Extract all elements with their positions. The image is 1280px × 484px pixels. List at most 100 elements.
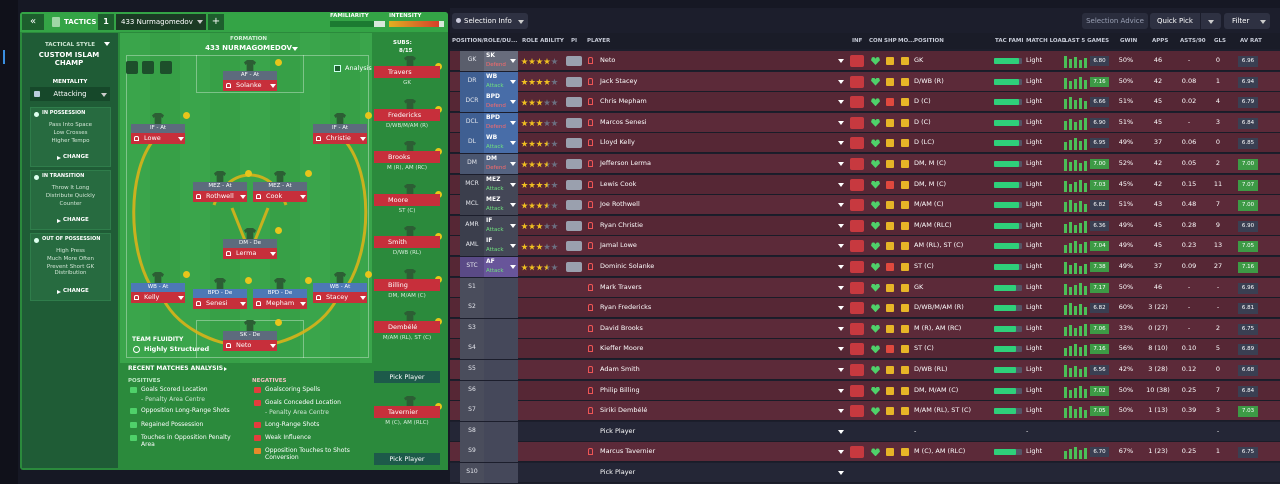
- role-name[interactable]: SK: [486, 52, 495, 59]
- pi-icon[interactable]: [566, 179, 582, 190]
- filter[interactable]: Filter: [1224, 13, 1270, 29]
- column-header[interactable]: AV RAT: [1240, 38, 1262, 44]
- pi-icon[interactable]: [566, 159, 582, 169]
- formation-name[interactable]: 433 NURMAGOMEDOV: [205, 44, 292, 52]
- pi-icon[interactable]: [566, 220, 582, 231]
- column-header[interactable]: INF: [852, 38, 863, 44]
- selection-info[interactable]: Selection Info: [452, 13, 528, 29]
- player-role[interactable]: MEZ - At: [253, 182, 307, 191]
- pitch-tool[interactable]: [160, 61, 172, 74]
- player-name[interactable]: Cook: [253, 191, 307, 202]
- column-header[interactable]: MO...: [898, 38, 915, 44]
- player-name[interactable]: Siriki Dembélé: [600, 406, 648, 415]
- pi-icon[interactable]: [566, 200, 582, 211]
- role-name[interactable]: MEZ: [486, 175, 501, 183]
- player-name[interactable]: Lloyd Kelly: [600, 138, 635, 147]
- player-name[interactable]: Pick Player: [600, 468, 636, 476]
- slot-button[interactable]: 1: [98, 14, 114, 30]
- pi-icon[interactable]: [566, 262, 582, 272]
- table-row[interactable]: [450, 380, 1280, 401]
- role-name[interactable]: BPD: [486, 113, 500, 121]
- player-name[interactable]: Jamal Lowe: [600, 241, 637, 250]
- player-name[interactable]: Ryan Fredericks: [600, 303, 652, 312]
- player-name[interactable]: Stacey: [313, 292, 367, 303]
- mentality-select[interactable]: Attacking: [30, 87, 110, 101]
- tactic-name[interactable]: 433 Nurmagomedov: [116, 14, 206, 30]
- pi-icon[interactable]: [566, 138, 582, 149]
- table-row[interactable]: [450, 318, 1280, 339]
- change-button[interactable]: CHANGE: [63, 217, 89, 223]
- player-name[interactable]: Chris Mepham: [600, 97, 647, 106]
- table-row[interactable]: [450, 401, 1280, 422]
- pitch-tool[interactable]: [126, 61, 138, 74]
- player-name[interactable]: Lewis Cook: [600, 179, 637, 188]
- player-role[interactable]: DM - De: [223, 239, 277, 248]
- table-row[interactable]: [450, 92, 1280, 113]
- player-name[interactable]: Marcos Senesi: [600, 117, 647, 126]
- table-row[interactable]: [450, 236, 1280, 257]
- player-name[interactable]: Solanke: [223, 80, 277, 91]
- player-role[interactable]: IF - At: [131, 124, 185, 133]
- column-header[interactable]: GWIN: [1120, 38, 1138, 44]
- player-name[interactable]: Dominic Solanke: [600, 262, 655, 270]
- sub-name[interactable]: Moore: [374, 194, 440, 206]
- table-row[interactable]: [450, 133, 1280, 154]
- player-role[interactable]: WB - At: [131, 283, 185, 292]
- player-name[interactable]: Adam Smith: [600, 365, 640, 373]
- column-header[interactable]: TAC FAMI: [995, 38, 1024, 44]
- player-role[interactable]: IF - At: [313, 124, 367, 133]
- table-row[interactable]: [450, 51, 1280, 71]
- player-name[interactable]: Ryan Christie: [600, 220, 644, 229]
- change-button[interactable]: CHANGE: [63, 288, 89, 294]
- player-name[interactable]: Jack Stacey: [600, 76, 638, 85]
- table-row[interactable]: [450, 360, 1280, 380]
- column-header[interactable]: MATCH LOAD: [1026, 38, 1067, 44]
- player-name[interactable]: Jefferson Lerma: [600, 159, 651, 167]
- change-button[interactable]: CHANGE: [63, 154, 89, 160]
- column-header[interactable]: PLAYER: [587, 38, 611, 44]
- player-name[interactable]: Senesi: [193, 298, 247, 309]
- player-name[interactable]: Joe Rothwell: [600, 200, 640, 209]
- sub-name[interactable]: Smith: [374, 236, 440, 248]
- player-role[interactable]: BPD - De: [253, 289, 307, 298]
- player-role[interactable]: BPD - De: [193, 289, 247, 298]
- player-name[interactable]: Neto: [223, 340, 277, 351]
- column-header[interactable]: LAST 5 GAMES: [1064, 38, 1110, 44]
- table-row[interactable]: [450, 71, 1280, 92]
- player-name[interactable]: Mepham: [253, 298, 307, 309]
- role-name[interactable]: DM: [486, 155, 497, 162]
- column-header[interactable]: POSITION/ROLE/DU...: [452, 38, 518, 44]
- column-header[interactable]: GLS: [1214, 38, 1226, 44]
- column-header[interactable]: SHP: [884, 38, 897, 44]
- pick-player[interactable]: Pick Player: [374, 453, 440, 465]
- player-name[interactable]: Philip Billing: [600, 385, 640, 394]
- table-row[interactable]: [450, 339, 1280, 360]
- sub-name[interactable]: Billing: [374, 279, 440, 291]
- table-row[interactable]: [450, 442, 1280, 463]
- pitch-tool[interactable]: [142, 61, 154, 74]
- player-role[interactable]: SK - De: [223, 331, 277, 340]
- sub-name[interactable]: Travers: [374, 66, 440, 78]
- column-header[interactable]: APPS: [1152, 38, 1169, 44]
- role-name[interactable]: MEZ: [486, 196, 501, 204]
- pick-player[interactable]: Pick Player: [374, 371, 440, 383]
- quick-pick[interactable]: Quick Pick: [1150, 13, 1200, 29]
- player-role[interactable]: WB - At: [313, 283, 367, 292]
- role-name[interactable]: IF: [486, 237, 493, 245]
- table-row[interactable]: [450, 154, 1280, 174]
- table-row[interactable]: [450, 277, 1280, 298]
- selection-advice[interactable]: Selection Advice: [1082, 13, 1148, 29]
- tactical-style[interactable]: CUSTOM ISLAM CHAMP: [38, 51, 100, 68]
- player-name[interactable]: David Brooks: [600, 323, 643, 332]
- player-name[interactable]: Mark Travers: [600, 282, 642, 291]
- player-name[interactable]: Kelly: [131, 292, 185, 303]
- table-row[interactable]: [450, 174, 1280, 195]
- column-header[interactable]: POSITION: [914, 38, 944, 44]
- role-name[interactable]: BPD: [486, 93, 500, 101]
- sub-name[interactable]: Tavernier: [374, 406, 440, 418]
- table-row[interactable]: [450, 195, 1280, 216]
- player-name[interactable]: Pick Player: [600, 426, 636, 435]
- analysis-title[interactable]: RECENT MATCHES ANALYSIS: [128, 365, 224, 372]
- pi-icon[interactable]: [566, 56, 582, 66]
- player-name[interactable]: Lerma: [223, 248, 277, 259]
